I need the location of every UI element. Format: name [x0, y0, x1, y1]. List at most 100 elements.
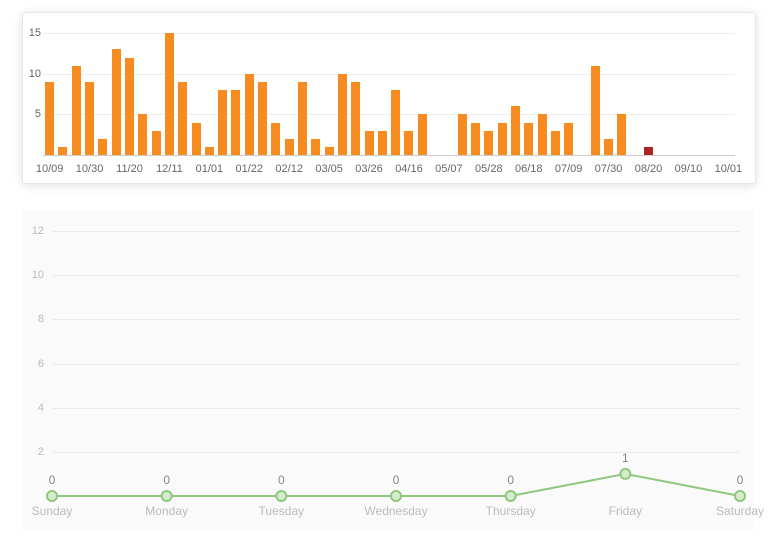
- bar[interactable]: [271, 123, 280, 156]
- bar[interactable]: [218, 90, 227, 155]
- line-value-label: 0: [507, 473, 514, 487]
- bar[interactable]: [125, 58, 134, 156]
- line-xtick-label: Friday: [609, 504, 642, 518]
- bar[interactable]: [418, 114, 427, 155]
- bar-plot-area: 5101510/0910/3011/2012/1101/0101/2202/12…: [43, 25, 735, 155]
- bar[interactable]: [298, 82, 307, 155]
- bar[interactable]: [178, 82, 187, 155]
- bar[interactable]: [538, 114, 547, 155]
- bar-xtick-label: 03/05: [315, 163, 343, 175]
- bar[interactable]: [524, 123, 533, 156]
- bar[interactable]: [391, 90, 400, 155]
- line-path-svg: [52, 220, 740, 496]
- bar[interactable]: [85, 82, 94, 155]
- bar[interactable]: [58, 147, 67, 155]
- bar[interactable]: [165, 33, 174, 155]
- line-ytick-label: 8: [38, 313, 44, 325]
- line-value-label: 0: [737, 473, 744, 487]
- line-marker[interactable]: [391, 491, 401, 501]
- line-ytick-label: 4: [38, 402, 44, 414]
- bar-gridline: [43, 74, 735, 75]
- line-gridline: [52, 408, 740, 409]
- bar-baseline: [43, 155, 735, 156]
- bar-xtick-label: 10/09: [36, 163, 64, 175]
- bar-xtick-label: 06/18: [515, 163, 543, 175]
- bar[interactable]: [192, 123, 201, 156]
- bar[interactable]: [325, 147, 334, 155]
- bar-xtick-label: 02/12: [275, 163, 303, 175]
- line-marker[interactable]: [47, 491, 57, 501]
- bar-xtick-label: 05/28: [475, 163, 503, 175]
- bar-ytick-label: 15: [29, 27, 41, 39]
- bar-gridline: [43, 33, 735, 34]
- line-plot-area: 246810120Sunday0Monday0Tuesday0Wednesday…: [52, 220, 740, 496]
- bar[interactable]: [471, 123, 480, 156]
- bar[interactable]: [604, 139, 613, 155]
- bar[interactable]: [311, 139, 320, 155]
- line-ytick-label: 12: [32, 225, 44, 237]
- line-marker[interactable]: [735, 491, 745, 501]
- line-gridline: [52, 364, 740, 365]
- bar[interactable]: [617, 114, 626, 155]
- line-xtick-label: Monday: [145, 504, 188, 518]
- bar-xtick-label: 09/10: [675, 163, 703, 175]
- bar[interactable]: [365, 131, 374, 155]
- bar[interactable]: [245, 74, 254, 155]
- line-gridline: [52, 275, 740, 276]
- bar[interactable]: [152, 131, 161, 155]
- line-value-label: 0: [49, 473, 56, 487]
- line-marker[interactable]: [162, 491, 172, 501]
- bar[interactable]: [378, 131, 387, 155]
- line-value-label: 0: [393, 473, 400, 487]
- bar[interactable]: [205, 147, 214, 155]
- bar[interactable]: [138, 114, 147, 155]
- bar[interactable]: [551, 131, 560, 155]
- bar[interactable]: [591, 66, 600, 155]
- line-value-label: 1: [622, 451, 629, 465]
- line-marker[interactable]: [620, 469, 630, 479]
- bar-current[interactable]: [644, 147, 653, 155]
- bar[interactable]: [564, 123, 573, 156]
- bar-xtick-label: 01/01: [196, 163, 224, 175]
- bar-xtick-label: 07/30: [595, 163, 623, 175]
- bar-xtick-label: 12/11: [156, 163, 183, 175]
- dayofweek-line-chart-panel: 246810120Sunday0Monday0Tuesday0Wednesday…: [22, 210, 754, 530]
- line-gridline: [52, 319, 740, 320]
- line-xtick-label: Tuesday: [259, 504, 305, 518]
- bar-ytick-label: 5: [35, 108, 41, 120]
- bar[interactable]: [231, 90, 240, 155]
- bar[interactable]: [498, 123, 507, 156]
- line-gridline: [52, 452, 740, 453]
- line-xtick-label: Sunday: [32, 504, 73, 518]
- line-xtick-label: Saturday: [716, 504, 764, 518]
- line-value-label: 0: [163, 473, 170, 487]
- bar[interactable]: [351, 82, 360, 155]
- bar[interactable]: [484, 131, 493, 155]
- line-xtick-label: Wednesday: [364, 504, 427, 518]
- bar[interactable]: [285, 139, 294, 155]
- bar-xtick-label: 04/16: [395, 163, 423, 175]
- bar[interactable]: [458, 114, 467, 155]
- bar-ytick-label: 10: [29, 68, 41, 80]
- bar[interactable]: [112, 49, 121, 155]
- line-ytick-label: 6: [38, 358, 44, 370]
- weekly-bar-chart-panel: 5 10 15 10/09 10/30 11/20 12/11 01/01 01/22 02/12…: [22, 12, 756, 184]
- line-gridline: [52, 231, 740, 232]
- bar[interactable]: [98, 139, 107, 155]
- bar-xtick-label: 10/30: [76, 163, 104, 175]
- line-marker[interactable]: [276, 491, 286, 501]
- bar[interactable]: [338, 74, 347, 155]
- line-xtick-label: Thursday: [486, 504, 536, 518]
- bar-xtick-label: 11/20: [116, 163, 143, 175]
- bar[interactable]: [511, 106, 520, 155]
- bar-xtick-label: 10/01: [715, 163, 743, 175]
- bar[interactable]: [45, 82, 54, 155]
- bar-xtick-label: 01/22: [236, 163, 264, 175]
- bar[interactable]: [72, 66, 81, 155]
- line-marker[interactable]: [506, 491, 516, 501]
- bar-xtick-label: 08/20: [635, 163, 663, 175]
- line-ytick-label: 10: [32, 269, 44, 281]
- bar[interactable]: [404, 131, 413, 155]
- bar[interactable]: [258, 82, 267, 155]
- line-value-label: 0: [278, 473, 285, 487]
